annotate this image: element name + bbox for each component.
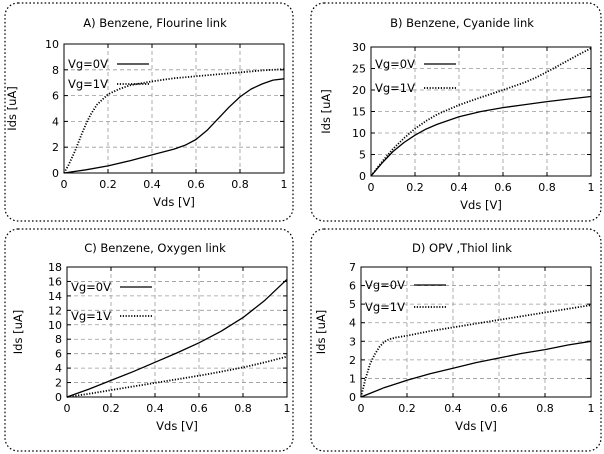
y-tick-label: 7 — [349, 261, 356, 274]
y-tick-label: 20 — [352, 84, 366, 97]
y-tick-label: 25 — [352, 63, 366, 76]
y-tick-label: 10 — [45, 38, 59, 51]
x-tick-label: 0.4 — [444, 402, 462, 415]
legend-label: Vg=1V — [365, 300, 405, 314]
x-tick-label: 0.4 — [143, 178, 161, 191]
y-axis-label: Ids [uA] — [314, 310, 328, 354]
x-axis-label: Vds [V] — [460, 198, 502, 212]
y-tick-label: 10 — [48, 319, 62, 332]
y-tick-label: 30 — [352, 41, 366, 54]
x-tick-label: 0.8 — [231, 178, 249, 191]
y-tick-label: 6 — [52, 90, 59, 103]
y-axis-label: Ids [uA] — [319, 89, 333, 133]
y-tick-label: 3 — [349, 335, 356, 348]
x-tick-label: 0 — [64, 402, 71, 415]
y-tick-label: 4 — [52, 115, 59, 128]
chart-title: A) Benzene, Flourine link — [83, 16, 227, 30]
chart-title: B) Benzene, Cyanide link — [390, 16, 534, 30]
x-tick-label: 0.2 — [99, 178, 117, 191]
y-tick-label: 1 — [349, 372, 356, 385]
series-line-vg0v — [361, 341, 591, 397]
chart-panel-b: 0 5 10 15 20 25 30 0 0.2 0.4 0.6 0.8 1 B) Benzene, Cy… — [311, 3, 601, 221]
x-tick-label: 0.4 — [146, 402, 164, 415]
y-tick-label: 18 — [48, 261, 62, 274]
y-tick-label: 4 — [55, 362, 62, 375]
y-axis-label: Ids [uA] — [5, 86, 19, 130]
legend-label: Vg=0V — [68, 57, 108, 71]
x-tick-label: 0.2 — [406, 181, 424, 194]
y-tick-label: 6 — [349, 280, 356, 293]
legend-label: Vg=0V — [71, 280, 111, 294]
x-tick-label: 0.6 — [490, 402, 508, 415]
x-tick-label: 0.2 — [102, 402, 120, 415]
x-tick-label: 0.8 — [234, 402, 252, 415]
chart-title: C) Benzene, Oxygen link — [84, 241, 226, 255]
x-tick-label: 1 — [281, 178, 288, 191]
x-tick-label: 0 — [61, 178, 68, 191]
y-tick-label: 0 — [52, 167, 59, 180]
y-tick-label: 10 — [352, 127, 366, 140]
y-tick-label: 5 — [349, 298, 356, 311]
series-line-vg1v — [361, 305, 591, 397]
x-tick-label: 0.8 — [536, 402, 554, 415]
y-tick-label: 14 — [48, 290, 62, 303]
x-tick-label: 0 — [358, 402, 365, 415]
x-tick-label: 0.6 — [190, 402, 208, 415]
series-line-vg0v — [64, 79, 284, 173]
y-tick-label: 0 — [359, 170, 366, 183]
x-tick-label: 0.6 — [494, 181, 512, 194]
legend-label: Vg=0V — [365, 278, 405, 292]
y-tick-label: 0 — [55, 391, 62, 404]
x-tick-label: 0 — [368, 181, 375, 194]
x-tick-label: 0.8 — [538, 181, 556, 194]
x-tick-label: 1 — [588, 402, 595, 415]
chart-title: D) OPV ,Thiol link — [412, 241, 512, 255]
y-tick-label: 12 — [48, 304, 62, 317]
x-tick-label: 0.2 — [398, 402, 416, 415]
legend-label: Vg=1V — [68, 77, 108, 91]
y-tick-label: 15 — [352, 106, 366, 119]
y-tick-label: 8 — [52, 64, 59, 77]
chart-panel-d: 0 1 2 3 4 5 6 7 0 0.2 0.4 0.6 0.8 1 D) OPV ,Thiol link… — [311, 229, 601, 451]
legend-label: Vg=1V — [71, 309, 111, 323]
legend-label: Vg=1V — [375, 81, 415, 95]
y-tick-label: 2 — [349, 354, 356, 367]
x-tick-label: 0.4 — [450, 181, 468, 194]
series-line-vg0v — [371, 97, 591, 177]
y-tick-label: 0 — [349, 391, 356, 404]
y-tick-label: 8 — [55, 333, 62, 346]
x-tick-label: 1 — [284, 402, 291, 415]
y-tick-label: 5 — [359, 149, 366, 162]
x-tick-label: 0.6 — [187, 178, 205, 191]
legend-label: Vg=0V — [375, 57, 415, 71]
y-tick-label: 16 — [48, 275, 62, 288]
chart-panel-a: 0 2 4 6 8 10 0 0.2 0.4 0.6 0.8 1 A) Benzene, Flourin… — [5, 3, 293, 221]
y-axis-label: Ids [uA] — [11, 310, 25, 354]
x-tick-label: 1 — [588, 181, 595, 194]
series-line-vg1v — [67, 357, 287, 397]
y-tick-label: 6 — [55, 348, 62, 361]
series-line-vg0v — [67, 279, 287, 397]
x-axis-label: Vds [V] — [455, 419, 497, 433]
x-axis-label: Vds [V] — [153, 195, 195, 209]
y-tick-label: 2 — [52, 141, 59, 154]
x-axis-label: Vds [V] — [156, 419, 198, 433]
y-tick-label: 4 — [349, 317, 356, 330]
y-tick-label: 2 — [55, 377, 62, 390]
